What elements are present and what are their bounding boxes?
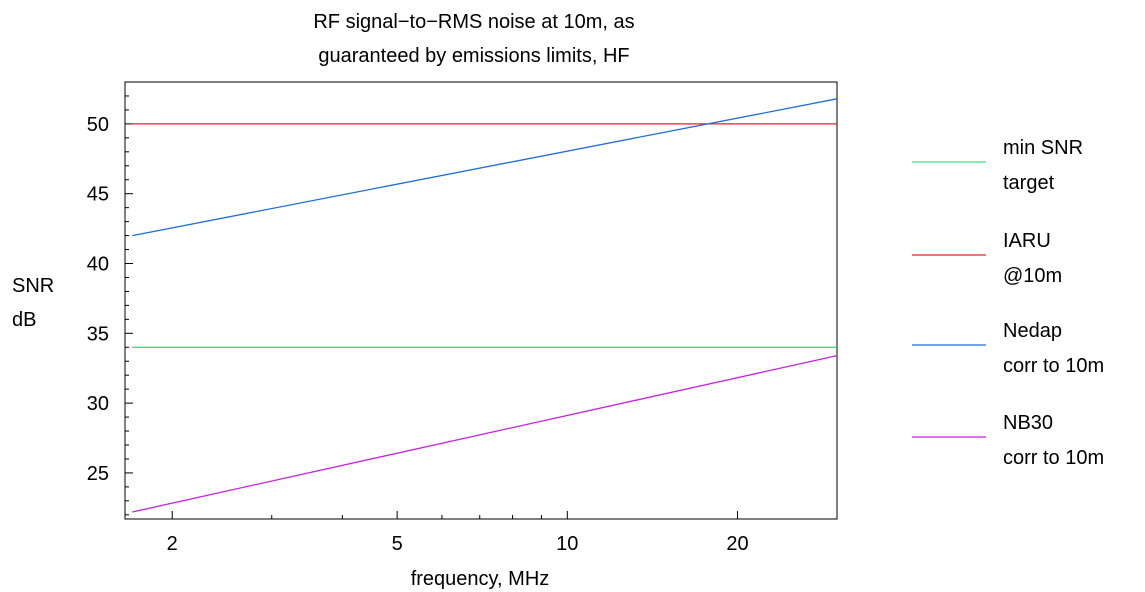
x-tick-label: 10	[556, 533, 578, 555]
y-axis-ticks: 25 30 35 40 45 50	[87, 81, 133, 516]
chart-title-line-1: RF signal−to−RMS noise at 10m, as	[313, 11, 634, 33]
y-tick-label: 30	[87, 393, 109, 415]
y-tick-label: 25	[87, 463, 109, 485]
legend-label-3-line-1: NB30	[1003, 412, 1053, 434]
x-axis-label: frequency, MHz	[411, 568, 550, 590]
chart-title-line-2: guaranteed by emissions limits, HF	[318, 45, 629, 67]
y-tick-label: 50	[87, 114, 109, 136]
series-line-3	[132, 354, 838, 513]
y-axis-label-line-1: SNR	[12, 275, 54, 297]
series-lines	[132, 98, 838, 513]
legend-label-1-line-1: IARU	[1003, 230, 1051, 252]
x-tick-label: 2	[167, 533, 178, 555]
y-tick-label: 35	[87, 323, 109, 345]
y-tick-label: 45	[87, 184, 109, 206]
legend-label-3-line-2: corr to 10m	[1003, 447, 1104, 469]
x-tick-label: 20	[726, 533, 748, 555]
x-axis-ticks: 2 5 10 20	[167, 511, 838, 555]
legend-label-1-line-2: @10m	[1003, 265, 1062, 287]
legend-label-2-line-1: Nedap	[1003, 320, 1062, 342]
y-tick-label: 40	[87, 254, 109, 276]
legend-label-2-line-2: corr to 10m	[1003, 355, 1104, 377]
series-line-2	[132, 98, 838, 237]
x-tick-label: 5	[392, 533, 403, 555]
plot-frame	[124, 81, 838, 520]
y-axis-label-line-2: dB	[12, 309, 36, 331]
legend-label-0-line-1: min SNR	[1003, 137, 1083, 159]
legend-label-0-line-2: target	[1003, 172, 1055, 194]
legend: min SNR target IARU @10m Nedap corr to 10m NB3…	[912, 137, 1104, 469]
